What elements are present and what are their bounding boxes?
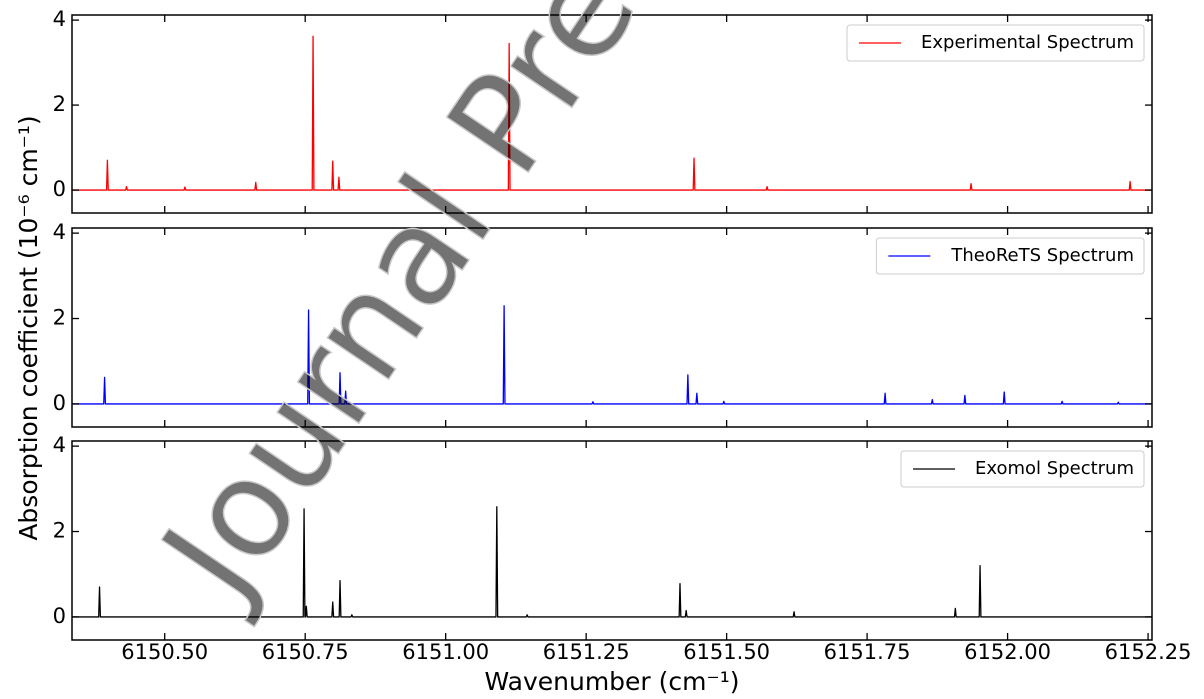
legend-box [900,450,1145,488]
y-tick-label: 2 [53,306,66,330]
x-tick-label: 6151.75 [824,640,911,664]
y-axis-label: Absorption coefficient (10⁻⁶ cm⁻¹) [14,115,43,540]
spectrum-line [72,35,1152,191]
legend-box [846,24,1145,62]
x-tick-label: 6150.75 [262,640,349,664]
axes-frame [71,227,1153,428]
plot-area [72,35,1152,191]
legend-label: Exomol Spectrum [975,458,1134,479]
legend: Experimental Spectrum [846,24,1145,62]
legend-box [875,237,1145,275]
x-tick-label: 6151.25 [543,640,630,664]
spectrum-line [72,506,1152,618]
watermark: Journal Pre-proof [128,0,893,629]
legend: TheoReTS Spectrum [875,237,1145,275]
legend-label: Experimental Spectrum [921,32,1134,53]
x-tick-label: 6151.00 [402,640,489,664]
y-tick-label: 0 [53,177,66,201]
x-axis-label: Wavenumber (cm⁻¹) [485,667,740,696]
y-tick-label: 4 [53,220,66,244]
x-tick-label: 6152.25 [1105,640,1192,664]
axes-frame [71,14,1153,214]
y-tick-label: 2 [53,519,66,543]
y-tick-label: 0 [53,604,66,628]
axes-frame [71,440,1153,641]
y-tick-label: 2 [53,92,66,116]
x-tick-label: 6150.50 [121,640,208,664]
spectrum-line [72,305,1152,405]
y-tick-label: 4 [53,433,66,457]
x-tick-label: 6152.00 [964,640,1051,664]
y-tick-label: 4 [53,7,66,31]
x-tick-label: 6151.50 [683,640,770,664]
plot-area [72,305,1152,405]
legend-label: TheoReTS Spectrum [950,245,1134,266]
y-tick-label: 0 [53,391,66,415]
plot-area [72,506,1152,618]
legend: Exomol Spectrum [900,450,1145,488]
